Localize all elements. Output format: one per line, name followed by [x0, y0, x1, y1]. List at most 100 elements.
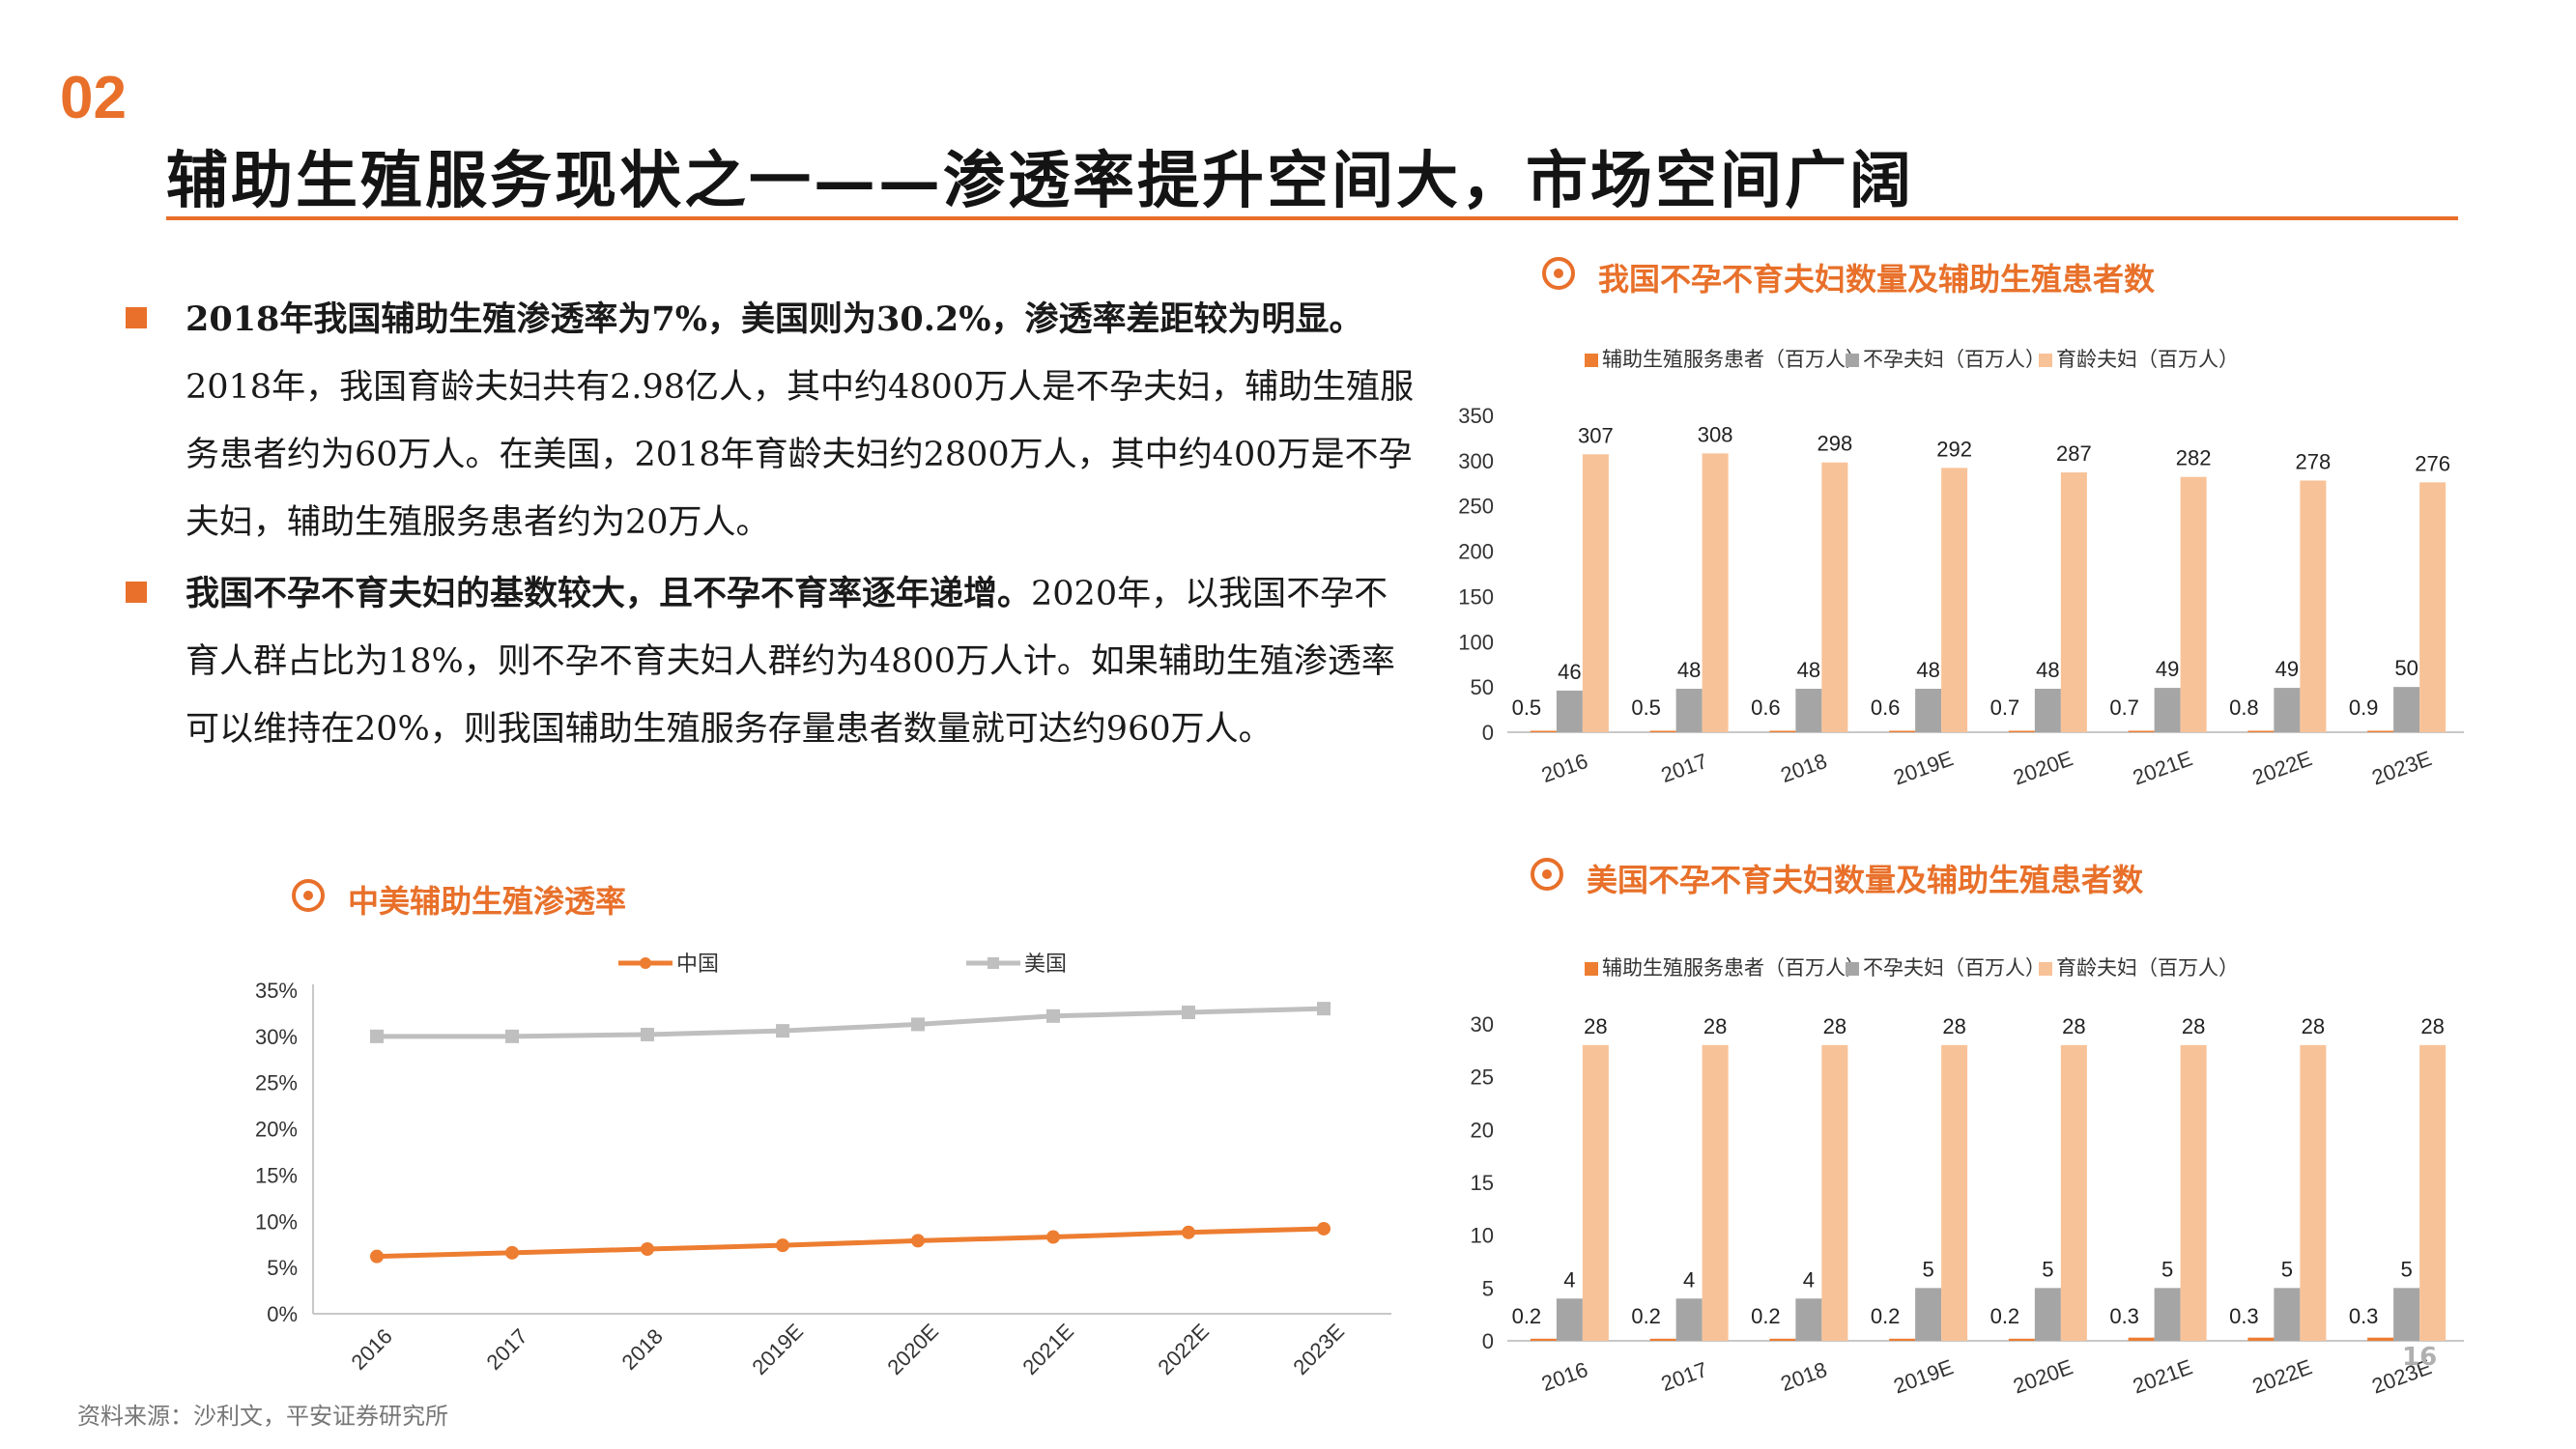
data-point — [776, 1024, 789, 1038]
x-tick-label: 2021E — [2130, 746, 2195, 789]
bar — [2008, 1338, 2035, 1341]
bar — [1821, 1044, 1848, 1341]
legend-swatch — [1585, 962, 1598, 976]
bar — [2154, 1288, 2181, 1341]
bar — [2419, 482, 2447, 732]
data-label: 48 — [2036, 658, 2059, 682]
legend-swatch — [2039, 962, 2052, 976]
legend-swatch — [1846, 354, 1859, 367]
target-icon — [1531, 858, 1563, 891]
bar — [1915, 1288, 1942, 1341]
data-label: 287 — [2056, 441, 2092, 466]
bar — [1556, 690, 1583, 732]
data-label: 0.2 — [1512, 1304, 1542, 1328]
bar — [1889, 1338, 1916, 1341]
series-line — [377, 1006, 1325, 1039]
data-label: 5 — [2401, 1257, 2413, 1281]
bar — [1582, 1044, 1609, 1341]
data-label: 0.5 — [1512, 696, 1542, 720]
x-tick-label: 2017 — [1658, 1357, 1711, 1396]
y-tick-label: 30 — [1471, 1012, 1494, 1037]
data-label: 5 — [1923, 1257, 1934, 1281]
data-label: 0.2 — [1871, 1304, 1901, 1328]
bar — [1769, 1338, 1796, 1341]
data-point — [505, 1245, 519, 1260]
bar — [2128, 1337, 2155, 1341]
y-tick-label: 150 — [1458, 584, 1494, 609]
data-label: 4 — [1803, 1267, 1815, 1292]
data-label: 48 — [1916, 658, 1939, 682]
data-point — [641, 1027, 654, 1041]
data-point — [641, 1242, 654, 1256]
target-icon — [292, 879, 325, 912]
y-tick-label: 50 — [1471, 675, 1494, 699]
bar — [2128, 730, 2155, 732]
data-label: 4 — [1683, 1267, 1695, 1292]
bar — [2008, 730, 2035, 732]
x-tick-label: 2023E — [1288, 1319, 1349, 1379]
data-label: 0.2 — [1990, 1304, 2020, 1328]
y-tick-label: 0% — [267, 1302, 298, 1326]
bar — [2300, 1044, 2327, 1341]
x-tick-label: 2016 — [1538, 1357, 1591, 1396]
data-label: 298 — [1818, 432, 1853, 456]
data-point — [911, 1017, 925, 1032]
data-point — [1182, 1225, 1195, 1239]
x-tick-label: 2020E — [882, 1319, 943, 1379]
y-tick-label: 10% — [255, 1209, 298, 1234]
bar — [1530, 730, 1557, 732]
chart-title: 美国不孕不育夫妇数量及辅助生殖患者数 — [1587, 862, 2144, 898]
x-tick-label: 2016 — [347, 1324, 397, 1375]
y-tick-label: 25% — [255, 1071, 298, 1095]
chart-title: 中美辅助生殖渗透率 — [348, 883, 627, 920]
data-label: 4 — [1563, 1267, 1575, 1292]
data-label: 0.6 — [1751, 696, 1781, 720]
data-label: 282 — [2176, 446, 2212, 470]
x-tick-label: 2019E — [747, 1319, 808, 1379]
legend-label: 美国 — [1024, 952, 1067, 976]
y-tick-label: 0 — [1482, 721, 1494, 745]
bar — [2180, 476, 2207, 732]
bar — [1530, 1338, 1557, 1341]
legend-label: 辅助生殖服务患者（百万人） — [1602, 349, 1866, 371]
data-label: 49 — [2156, 657, 2179, 681]
bar — [1675, 1298, 1703, 1341]
y-tick-label: 250 — [1458, 495, 1494, 519]
legend-marker — [640, 957, 651, 969]
bar — [2367, 1337, 2394, 1341]
x-tick-label: 2022E — [1153, 1319, 1214, 1379]
data-label: 0.3 — [2109, 1304, 2139, 1328]
data-label: 292 — [1936, 437, 1972, 461]
data-label: 307 — [1578, 423, 1614, 447]
y-tick-label: 20% — [255, 1118, 298, 1142]
data-point — [911, 1234, 925, 1248]
data-label: 28 — [2062, 1014, 2085, 1038]
bar — [1795, 689, 1822, 732]
bullet-body-text: 2018年，我国育龄夫妇共有2.98亿人，其中约4800万人是不孕夫妇，辅助生殖… — [186, 368, 1415, 542]
data-point — [1046, 1230, 1060, 1244]
bar — [2419, 1044, 2447, 1341]
data-label: 0.2 — [1631, 1304, 1661, 1328]
x-tick-label: 2021E — [2130, 1354, 2195, 1398]
data-label: 0.9 — [2349, 696, 2379, 720]
y-tick-label: 300 — [1458, 449, 1494, 473]
bar — [2247, 730, 2275, 732]
x-tick-label: 2019E — [1890, 1354, 1956, 1398]
y-tick-label: 5 — [1482, 1276, 1494, 1300]
bar — [2393, 687, 2420, 732]
bar — [1769, 730, 1796, 732]
data-label: 276 — [2415, 451, 2450, 475]
x-tick-label: 2023E — [2368, 746, 2434, 789]
legend-swatch — [1846, 962, 1859, 976]
bullet-body-text: 2020年，以我国不孕不育人群占比为18%，则不孕不育夫妇人群约为4800万人计… — [186, 575, 1395, 749]
data-label: 48 — [1677, 658, 1701, 682]
x-tick-label: 2017 — [482, 1324, 532, 1375]
source-note: 资料来源：沙利文，平安证券研究所 — [77, 1403, 448, 1430]
data-label: 5 — [2281, 1257, 2293, 1281]
legend-marker — [987, 957, 999, 969]
data-label: 28 — [1584, 1014, 1607, 1038]
y-tick-label: 350 — [1458, 404, 1494, 428]
chart-title: 我国不孕不育夫妇数量及辅助生殖患者数 — [1598, 261, 2156, 298]
x-tick-label: 2021E — [1017, 1319, 1078, 1379]
legend-swatch — [2039, 354, 2052, 367]
